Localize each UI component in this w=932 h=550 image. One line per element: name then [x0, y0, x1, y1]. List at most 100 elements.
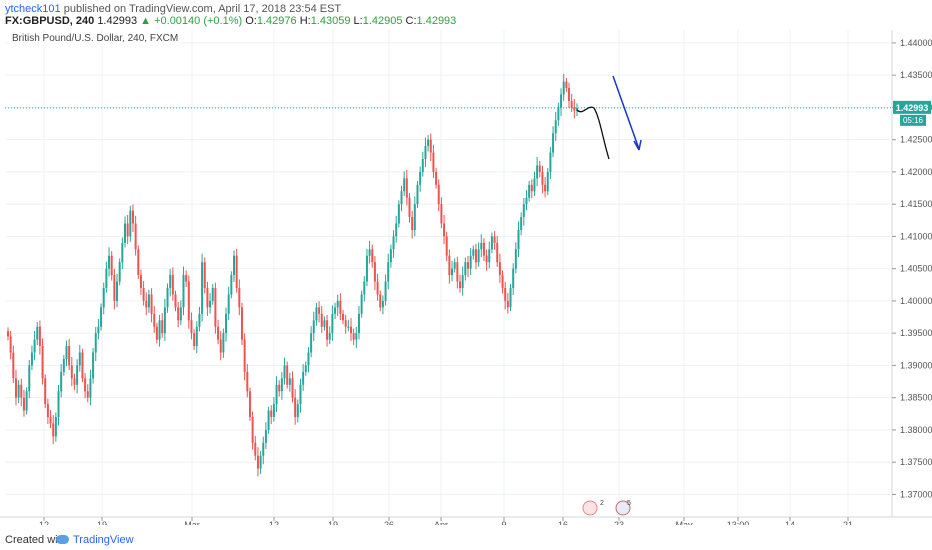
- candle-body: [121, 242, 124, 263]
- candle-body: [312, 320, 315, 334]
- candle-body: [288, 378, 291, 385]
- x-tick-label: May: [675, 520, 693, 525]
- candle-body: [509, 288, 512, 308]
- y-tick-label: 1.39000: [900, 360, 932, 370]
- time-axis[interactable]: 12 19 Mar 12 19 26 Apr 9 16 23 May 13:00 14 21: [39, 517, 853, 525]
- candle-body: [44, 378, 47, 405]
- candle-body: [70, 365, 73, 379]
- candle-body: [342, 313, 345, 321]
- candle-body: [488, 249, 491, 263]
- candle-body: [7, 331, 9, 337]
- candle-body: [38, 326, 41, 347]
- y-tick-label: 1.37500: [900, 457, 932, 467]
- calendar-event-marker: 5: [615, 500, 631, 516]
- candle-body: [419, 171, 422, 185]
- candle-body: [373, 262, 376, 282]
- candle-body: [421, 159, 424, 172]
- candle-body: [368, 249, 371, 256]
- candle-body: [469, 255, 472, 269]
- candle-body: [126, 223, 129, 237]
- candle-body: [304, 365, 307, 372]
- chart-symbol-title: British Pound/U.S. Dollar, 240, FXCM: [10, 33, 181, 44]
- candle-body: [318, 307, 321, 314]
- x-tick-label: 12: [269, 520, 279, 525]
- candle-body: [302, 371, 305, 385]
- price-badges: 1.42993 05:16: [893, 100, 931, 126]
- candle-body: [60, 371, 63, 392]
- candle-body: [22, 397, 25, 411]
- candle-body: [536, 165, 539, 179]
- x-tick-label: 23: [614, 520, 624, 525]
- close-value: 1.42993: [416, 15, 457, 27]
- candle-body: [379, 294, 382, 308]
- y-tick-label: 1.37000: [900, 489, 932, 499]
- candle-body: [262, 442, 265, 456]
- candle-body: [142, 288, 145, 301]
- candle-body: [552, 133, 555, 153]
- candle-body: [336, 300, 339, 308]
- candle-body: [456, 262, 459, 282]
- open-value: 1.42976: [256, 15, 297, 27]
- publish-info: ytcheck101 published on TradingView.com,…: [5, 3, 341, 16]
- y-tick-label: 1.42000: [900, 167, 932, 177]
- x-tick-label: 19: [328, 520, 338, 525]
- candle-body: [424, 146, 427, 160]
- price-chart[interactable]: 25 1.440001.435001.430001.425001.420001.…: [0, 30, 932, 525]
- candle-body: [113, 275, 116, 301]
- symbol-label[interactable]: FX:GBPUSD, 240: [5, 15, 95, 27]
- y-tick-label: 1.41500: [900, 199, 932, 209]
- candle-body: [485, 255, 488, 263]
- candle-body: [296, 404, 299, 418]
- candle-body: [459, 281, 462, 289]
- candle-body: [474, 249, 477, 263]
- candle-body: [57, 391, 60, 418]
- low-value: 1.42905: [362, 15, 403, 27]
- x-tick-label: 12: [39, 520, 49, 525]
- candle-body: [278, 384, 281, 392]
- candle-body: [179, 307, 182, 321]
- last-price: 1.42993: [97, 15, 138, 27]
- candle-body: [54, 417, 57, 437]
- candle-body: [280, 378, 283, 392]
- candle-body: [227, 294, 230, 314]
- candle-body: [158, 320, 161, 340]
- candle-body: [464, 262, 467, 276]
- footer-bar: Created with TradingView: [0, 532, 932, 550]
- x-tick-label: 19: [97, 520, 107, 525]
- candle-body: [9, 336, 12, 353]
- y-tick-label: 1.40000: [900, 296, 932, 306]
- created-with-text: Created with: [5, 534, 67, 546]
- candle-body: [506, 300, 509, 308]
- candle-body: [365, 255, 368, 282]
- x-tick-label: 16: [558, 520, 568, 525]
- candle-body: [448, 255, 451, 276]
- candle-body: [541, 171, 544, 185]
- candle-body: [65, 346, 68, 359]
- candle-body: [28, 365, 31, 392]
- author-link[interactable]: ytcheck101: [5, 3, 61, 15]
- candle-body: [147, 294, 150, 308]
- y-tick-label: 1.43500: [900, 70, 932, 80]
- candle-body: [387, 262, 390, 282]
- candlestick-series: [7, 73, 578, 477]
- candle-body: [195, 326, 198, 347]
- tradingview-logo[interactable]: TradingView: [56, 534, 134, 546]
- candle-body: [36, 326, 39, 340]
- candle-body: [97, 326, 100, 334]
- candle-body: [211, 288, 214, 301]
- candle-body: [533, 178, 536, 192]
- candle-body: [243, 339, 246, 372]
- y-tick-label: 1.38000: [900, 425, 932, 435]
- candle-body: [129, 210, 132, 237]
- candle-body: [100, 307, 103, 327]
- candle-body: [568, 88, 571, 101]
- candle-body: [222, 333, 225, 353]
- countdown-badge-label: 05:16: [903, 116, 924, 125]
- candle-body: [92, 352, 95, 379]
- candle-body: [264, 429, 267, 443]
- candle-body: [360, 294, 363, 314]
- candle-body: [150, 294, 153, 314]
- current-price-badge-label: 1.42993: [896, 103, 929, 113]
- candle-body: [326, 320, 329, 340]
